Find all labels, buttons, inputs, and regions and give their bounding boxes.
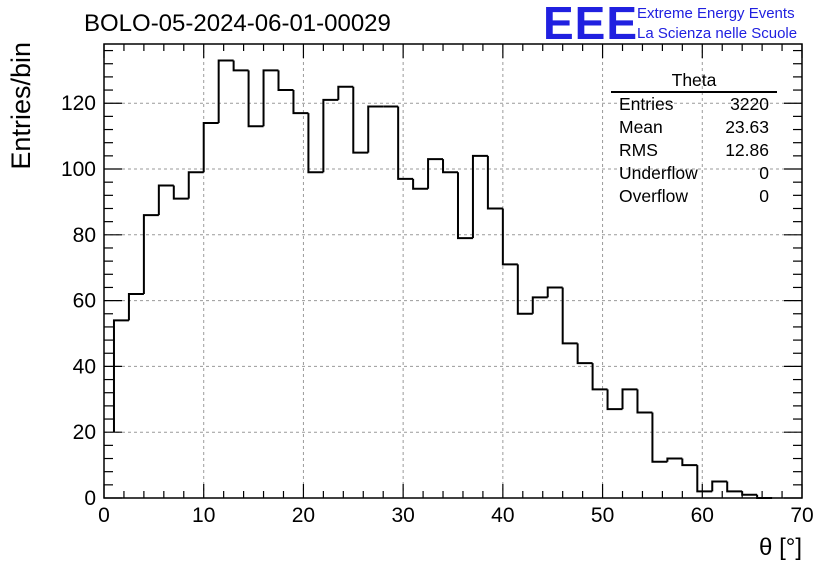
logo-line-2: La Scienza nelle Scuole [637, 25, 798, 42]
x-tick-label: 70 [790, 504, 813, 527]
histogram-bin [397, 106, 414, 180]
histogram-bin [651, 412, 668, 463]
histogram-bin [322, 98, 339, 173]
stats-label: Entries [619, 94, 674, 114]
axis-ticks: 0 10 20 30 40 50 60 70 0 20 40 60 80 100 120 [61, 44, 814, 527]
y-tick-label: 60 [73, 290, 96, 313]
y-tick-label: 20 [73, 421, 96, 444]
histogram-bin [591, 363, 608, 391]
histogram-bin [127, 293, 144, 321]
stats-label: Overflow [619, 186, 689, 206]
histogram-bin [112, 319, 129, 433]
histogram-bin [681, 458, 698, 467]
eee-logo-mark: EEE [543, 0, 639, 49]
histogram-bin [187, 171, 204, 199]
x-axis-label: θ [°] [759, 534, 802, 561]
histogram-bin [471, 154, 488, 239]
x-tick-label: 30 [391, 504, 414, 527]
histogram-bin [157, 184, 174, 216]
y-tick-label: 80 [73, 224, 96, 247]
histogram-bin [741, 491, 758, 496]
histogram-bin [456, 172, 473, 240]
histogram-bin [711, 480, 728, 492]
histogram-bin [277, 70, 294, 92]
stats-value: 0 [759, 186, 769, 206]
histogram-bin [726, 481, 743, 493]
x-tick-label: 20 [292, 504, 315, 527]
histogram-bin [501, 208, 518, 266]
stats-label: RMS [619, 140, 658, 160]
histogram-bin [232, 60, 249, 72]
histogram-bin [247, 70, 264, 128]
histogram-bin [561, 287, 578, 345]
histogram-bin [621, 388, 638, 410]
grid-lines [104, 44, 802, 498]
stats-title: Theta [611, 70, 777, 93]
histogram-bin [606, 389, 623, 411]
histogram-bin [217, 59, 234, 123]
histogram-series [112, 59, 773, 499]
histogram-bin [367, 105, 384, 153]
histogram-bin [442, 159, 458, 174]
stats-value: 23.63 [725, 117, 769, 137]
histogram-bin [516, 264, 533, 315]
stats-value: 12.86 [725, 140, 769, 160]
stats-label: Mean [619, 117, 663, 137]
y-tick-label: 40 [73, 355, 96, 378]
y-tick-label: 100 [61, 158, 96, 181]
plot-frame [103, 43, 803, 499]
stats-box: Theta Entries 3220 Mean 23.63 RMS 12.86 … [611, 70, 777, 208]
stats-row-rms: RMS 12.86 [611, 139, 777, 162]
stats-row-overflow: Overflow 0 [611, 185, 777, 208]
axes-frame [103, 43, 803, 499]
x-tick-label: 10 [192, 504, 215, 527]
histogram-bin [486, 155, 503, 210]
stats-label: Underflow [619, 163, 698, 183]
eee-logo-text: Extreme Energy Events La Scienza nelle S… [637, 4, 797, 44]
histogram-bin [202, 121, 219, 173]
histogram-bin [142, 214, 159, 295]
histogram-bin [307, 113, 324, 174]
page-title: BOLO-05-2024-06-01-00029 [84, 10, 391, 37]
stats-value: 0 [759, 163, 769, 183]
x-tick-label: 50 [591, 504, 614, 527]
histogram-bin [337, 85, 354, 100]
histogram-bin [531, 296, 548, 314]
histogram-bin [262, 69, 279, 127]
histogram-bin [352, 86, 369, 154]
x-tick-label: 40 [491, 504, 514, 527]
histogram-bin [412, 178, 429, 190]
histogram-bin [546, 286, 563, 298]
y-tick-label: 0 [84, 487, 96, 510]
y-tick-label: 120 [61, 92, 96, 115]
y-axis-label: Entries/bin [6, 42, 36, 170]
histogram-bin [576, 343, 593, 365]
stats-row-mean: Mean 23.63 [611, 116, 777, 139]
stats-value: 3220 [730, 94, 769, 114]
histogram-bin [666, 457, 683, 462]
histogram-bin [292, 90, 309, 115]
histogram-bin [172, 185, 189, 200]
stats-row-underflow: Underflow 0 [611, 162, 777, 185]
x-tick-label: 0 [98, 504, 110, 527]
histogram-bin [696, 465, 713, 493]
stats-row-entries: Entries 3220 [611, 93, 777, 116]
x-tick-label: 60 [691, 504, 714, 527]
histogram-bin [636, 389, 653, 414]
logo-line-1: Extreme Energy Events [637, 5, 795, 22]
histogram-bin [427, 158, 444, 189]
